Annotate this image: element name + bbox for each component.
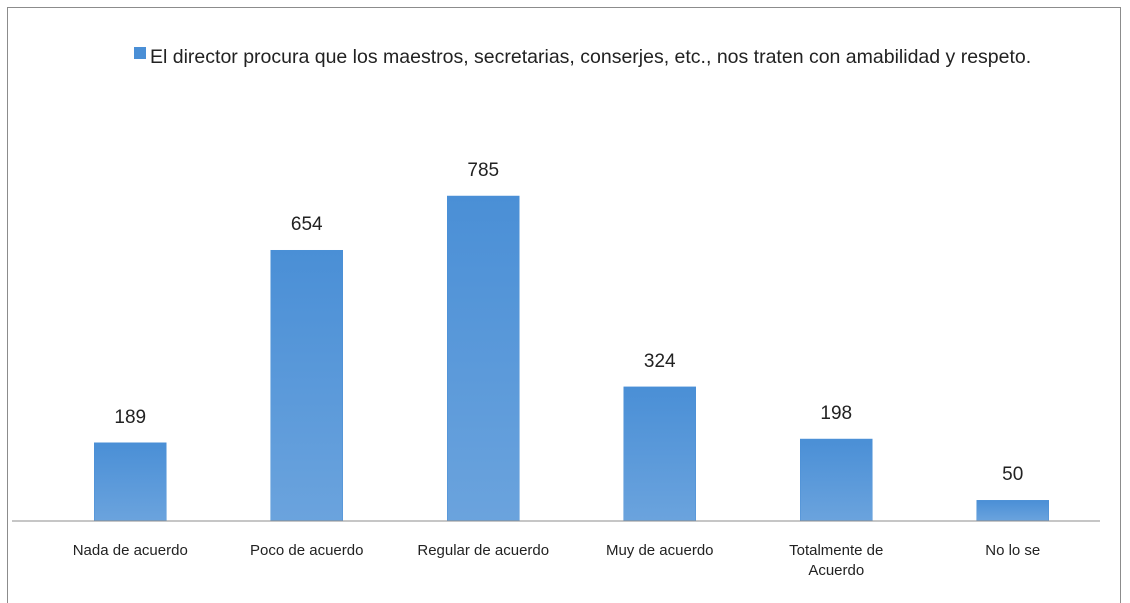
legend-key bbox=[134, 47, 146, 59]
value-label: 198 bbox=[820, 403, 853, 425]
x-tick-label: Muy de acuerdo bbox=[605, 542, 714, 559]
legend-label: El director procura que los maestros, se… bbox=[150, 46, 1032, 68]
value-label: 785 bbox=[467, 160, 500, 181]
bar bbox=[447, 195, 520, 522]
x-tick-label: Regular de acuerdo bbox=[417, 542, 550, 559]
bar bbox=[800, 438, 873, 522]
bar bbox=[270, 249, 343, 522]
bar bbox=[976, 500, 1049, 522]
value-label: 654 bbox=[290, 214, 323, 236]
x-tick-label: Poco de acuerdo bbox=[250, 542, 364, 559]
bar bbox=[94, 442, 167, 522]
x-tick-label: Nada de acuerdo bbox=[72, 542, 188, 559]
chart-frame bbox=[7, 7, 1121, 603]
bar bbox=[623, 386, 696, 522]
value-label: 189 bbox=[114, 406, 147, 428]
x-tick-label: Totalmente de Acuerdo bbox=[789, 542, 884, 579]
value-label: 324 bbox=[643, 350, 676, 372]
x-tick-label: No lo se bbox=[985, 542, 1041, 559]
value-label: 50 bbox=[1002, 464, 1024, 486]
